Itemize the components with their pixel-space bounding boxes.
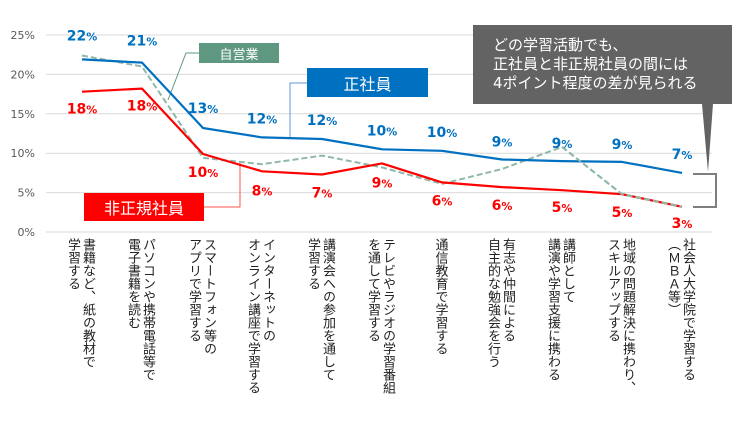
annotation-callout: どの学習活動でも、 正社員と非正規社員の間には 4ポイント程度の差が見られる <box>473 25 732 104</box>
data-label: 18% <box>127 99 158 115</box>
x-tick-label: 地域の問題解決に携わり、 スキルアップする <box>605 238 635 394</box>
y-tick-label: 15% <box>11 108 35 121</box>
y-tick-label: 0% <box>18 226 35 239</box>
data-label: 3% <box>672 216 693 232</box>
y-tick-label: 25% <box>11 29 35 42</box>
legend-label-regular-employee: 正社員 <box>343 74 392 94</box>
data-label: 6% <box>432 193 453 209</box>
gap-bracket <box>693 173 717 208</box>
x-tick-label: 有志や仲間による 自主的な勉強会を行う <box>485 238 515 368</box>
bracket-line <box>693 173 717 208</box>
leader-self-employed <box>167 52 199 101</box>
data-label: 9% <box>552 136 573 152</box>
x-tick-label: 講師として 講演や学習支援に携わる <box>545 238 575 381</box>
annotation-line-2: 正社員と非正規社員の間には <box>493 55 689 73</box>
data-label: 21% <box>127 34 158 50</box>
x-tick-label: 通信教育で学習する <box>432 238 448 355</box>
leader-lines <box>167 52 713 208</box>
x-tick-label: 書籍など、紙の教材で 学習する <box>65 238 95 368</box>
x-tick-label: スマートフォン等の アプリで学習する <box>186 238 216 355</box>
y-tick-label: 10% <box>11 147 35 160</box>
y-tick-label: 20% <box>11 68 35 81</box>
data-label: 12% <box>307 113 338 129</box>
data-label: 10% <box>427 125 458 141</box>
data-label: 9% <box>612 137 633 153</box>
x-tick-label: パソコンや携帯電話等で 電子書籍を読む <box>125 238 155 381</box>
annotation-line-1: どの学習活動でも、 <box>493 36 628 54</box>
callout-pointer <box>702 104 713 172</box>
legend-label-non-regular-employee: 非正規社員 <box>103 199 184 218</box>
data-label: 18% <box>67 102 98 118</box>
data-label: 8% <box>252 183 273 199</box>
data-label: 9% <box>492 135 513 151</box>
annotation-line-3: 4ポイント程度の差が見られる <box>493 74 698 92</box>
data-label: 10% <box>367 123 398 139</box>
x-tick-label: インターネットの オンライン講座で学習する <box>245 238 275 394</box>
leader-non-regular-employee <box>204 163 241 208</box>
data-label: 22% <box>67 28 98 44</box>
legend-box-self-employed: 自営業 <box>199 43 279 63</box>
series-line-overlay <box>561 146 683 208</box>
data-label: 5% <box>552 200 573 216</box>
series-lines <box>81 54 683 208</box>
x-tick-label: 社会人大学院で学習する （ＭＢＡ等） <box>665 238 695 381</box>
data-label: 13% <box>188 101 219 117</box>
data-label: 5% <box>612 205 633 221</box>
y-axis-ticks: 0% 5% 10% 15% 20% 25% <box>11 29 35 239</box>
data-label: 6% <box>492 198 513 214</box>
legend-label-self-employed: 自営業 <box>219 47 259 63</box>
leader-regular-employee <box>289 82 307 138</box>
data-label: 9% <box>372 175 393 191</box>
y-tick-label: 5% <box>18 187 35 200</box>
x-tick-label: 講演会への参加を通して 学習する <box>305 238 335 381</box>
data-label: 7% <box>672 147 693 163</box>
data-label: 7% <box>312 186 333 202</box>
x-tick-label: テレビやラジオの学習番組 を通して学習する <box>365 238 395 394</box>
data-label: 10% <box>188 165 219 181</box>
legend-box-non-regular-employee: 非正規社員 <box>84 193 204 221</box>
legend-box-regular-employee: 正社員 <box>307 68 428 97</box>
data-labels: 22% 21% 13% 12% 12% 10% 10% 9% 9% 9% 7% 18% 18% 10% 8%… <box>67 28 693 231</box>
data-label: 12% <box>247 111 278 127</box>
